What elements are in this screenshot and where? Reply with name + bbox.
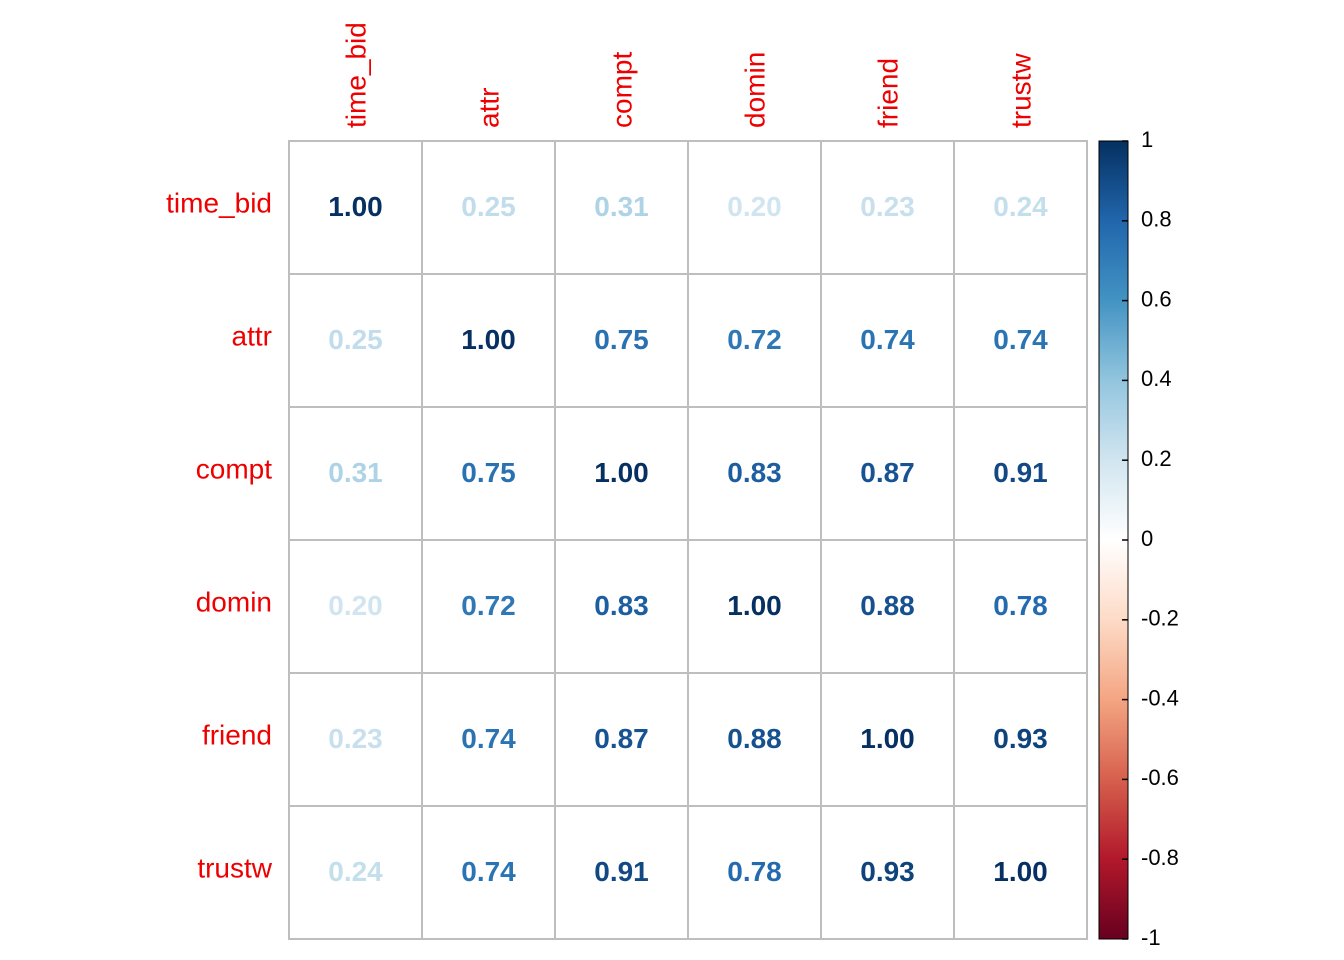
column-label-compt: compt <box>607 52 638 128</box>
colorbar-tick-label: 0.8 <box>1141 207 1172 232</box>
cell-value-domin-compt: 0.83 <box>594 590 649 621</box>
grid-layer <box>288 140 1088 940</box>
colorbar-tick-label: -0.2 <box>1141 606 1179 631</box>
heatmap-cell-time_bid-time_bid <box>288 140 423 275</box>
heatmap-cell-domin-trustw <box>953 539 1088 674</box>
colorbar-tick-label: -0.8 <box>1141 845 1179 870</box>
cell-value-time_bid-friend: 0.23 <box>860 191 915 222</box>
heatmap-cell-compt-friend <box>820 406 955 541</box>
heatmap-cell-trustw-domin <box>687 805 822 940</box>
column-label-friend: friend <box>873 58 904 128</box>
cell-value-time_bid-compt: 0.31 <box>594 191 649 222</box>
cell-value-compt-domin: 0.83 <box>727 457 782 488</box>
cell-values: 1.00 0.25 0.31 0.20 0.23 0.24 0.25 1.00 0.75 0.72… <box>328 191 1048 887</box>
cell-value-trustw-compt: 0.91 <box>594 856 649 887</box>
column-label-trustw: trustw <box>1006 53 1037 128</box>
heatmap-cell-domin-compt <box>554 539 689 674</box>
cell-value-compt-attr: 0.75 <box>461 457 516 488</box>
heatmap-cell-friend-time_bid <box>288 672 423 807</box>
heatmap-cell-trustw-time_bid <box>288 805 423 940</box>
cell-value-attr-compt: 0.75 <box>594 324 649 355</box>
cell-value-attr-domin: 0.72 <box>727 324 782 355</box>
heatmap-cell-friend-trustw <box>953 672 1088 807</box>
heatmap-cell-compt-trustw <box>953 406 1088 541</box>
cell-value-domin-trustw: 0.78 <box>993 590 1048 621</box>
cell-value-time_bid-domin: 0.20 <box>727 191 782 222</box>
cell-value-friend-domin: 0.88 <box>727 723 782 754</box>
heatmap-cell-friend-friend <box>820 672 955 807</box>
cell-value-attr-attr: 1.00 <box>461 324 516 355</box>
heatmap-cell-trustw-friend <box>820 805 955 940</box>
heatmap-cell-domin-domin <box>687 539 822 674</box>
heatmap-cell-compt-domin <box>687 406 822 541</box>
cell-value-time_bid-trustw: 0.24 <box>993 191 1048 222</box>
row-label-attr: attr <box>232 320 272 351</box>
heatmap-cell-friend-compt <box>554 672 689 807</box>
row-label-trustw: trustw <box>197 852 272 883</box>
cell-value-friend-trustw: 0.93 <box>993 723 1048 754</box>
heatmap-cell-domin-time_bid <box>288 539 423 674</box>
cell-value-friend-attr: 0.74 <box>461 723 516 754</box>
colorbar: 1 0.8 0.6 0.4 0.2 0 -0.2 -0.4 -0.6 -0.8 -1 <box>1098 127 1179 950</box>
row-label-domin: domin <box>196 586 272 617</box>
column-label-attr: attr <box>474 88 505 128</box>
row-label-friend: friend <box>202 719 272 750</box>
cell-value-trustw-time_bid: 0.24 <box>328 856 383 887</box>
cell-value-trustw-friend: 0.93 <box>860 856 915 887</box>
heatmap-cell-time_bid-compt <box>554 140 689 275</box>
colorbar-tick-label: -1 <box>1141 925 1161 950</box>
heatmap-cell-attr-attr <box>421 273 556 408</box>
colorbar-tick-label: 0.4 <box>1141 366 1172 391</box>
row-label-time_bid: time_bid <box>166 187 272 218</box>
cell-value-compt-friend: 0.87 <box>860 457 915 488</box>
heatmap-cell-attr-domin <box>687 273 822 408</box>
column-label-time_bid: time_bid <box>341 22 372 128</box>
heatmap-cell-domin-attr <box>421 539 556 674</box>
row-label-compt: compt <box>196 453 272 484</box>
cell-value-trustw-attr: 0.74 <box>461 856 516 887</box>
cell-value-domin-friend: 0.88 <box>860 590 915 621</box>
cell-value-domin-time_bid: 0.20 <box>328 590 383 621</box>
heatmap-cell-domin-friend <box>820 539 955 674</box>
cell-value-compt-time_bid: 0.31 <box>328 457 383 488</box>
heatmap-cell-trustw-trustw <box>953 805 1088 940</box>
cell-value-attr-trustw: 0.74 <box>993 324 1048 355</box>
cell-value-time_bid-time_bid: 1.00 <box>328 191 383 222</box>
cell-value-trustw-trustw: 1.00 <box>993 856 1048 887</box>
cell-value-time_bid-attr: 0.25 <box>461 191 516 222</box>
heatmap-cell-time_bid-trustw <box>953 140 1088 275</box>
cell-value-compt-compt: 1.00 <box>594 457 649 488</box>
heatmap-cell-friend-domin <box>687 672 822 807</box>
column-label-domin: domin <box>740 52 771 128</box>
heatmap-cell-compt-attr <box>421 406 556 541</box>
cell-value-domin-domin: 1.00 <box>727 590 782 621</box>
cell-value-friend-friend: 1.00 <box>860 723 915 754</box>
colorbar-tick-label: -0.4 <box>1141 685 1179 710</box>
cell-value-friend-time_bid: 0.23 <box>328 723 383 754</box>
colorbar-tick-label: 1 <box>1141 127 1153 152</box>
cell-value-compt-trustw: 0.91 <box>993 457 1048 488</box>
heatmap-cell-attr-trustw <box>953 273 1088 408</box>
heatmap-cell-time_bid-domin <box>687 140 822 275</box>
cell-value-domin-attr: 0.72 <box>461 590 516 621</box>
cell-value-attr-time_bid: 0.25 <box>328 324 383 355</box>
cell-value-friend-compt: 0.87 <box>594 723 649 754</box>
cell-value-trustw-domin: 0.78 <box>727 856 782 887</box>
colorbar-tick-label: 0 <box>1141 526 1153 551</box>
heatmap-cell-time_bid-attr <box>421 140 556 275</box>
cell-value-attr-friend: 0.74 <box>860 324 915 355</box>
colorbar-tick-label: 0.2 <box>1141 446 1172 471</box>
colorbar-tick-label: 0.6 <box>1141 286 1172 311</box>
colorbar-tick-label: -0.6 <box>1141 765 1179 790</box>
